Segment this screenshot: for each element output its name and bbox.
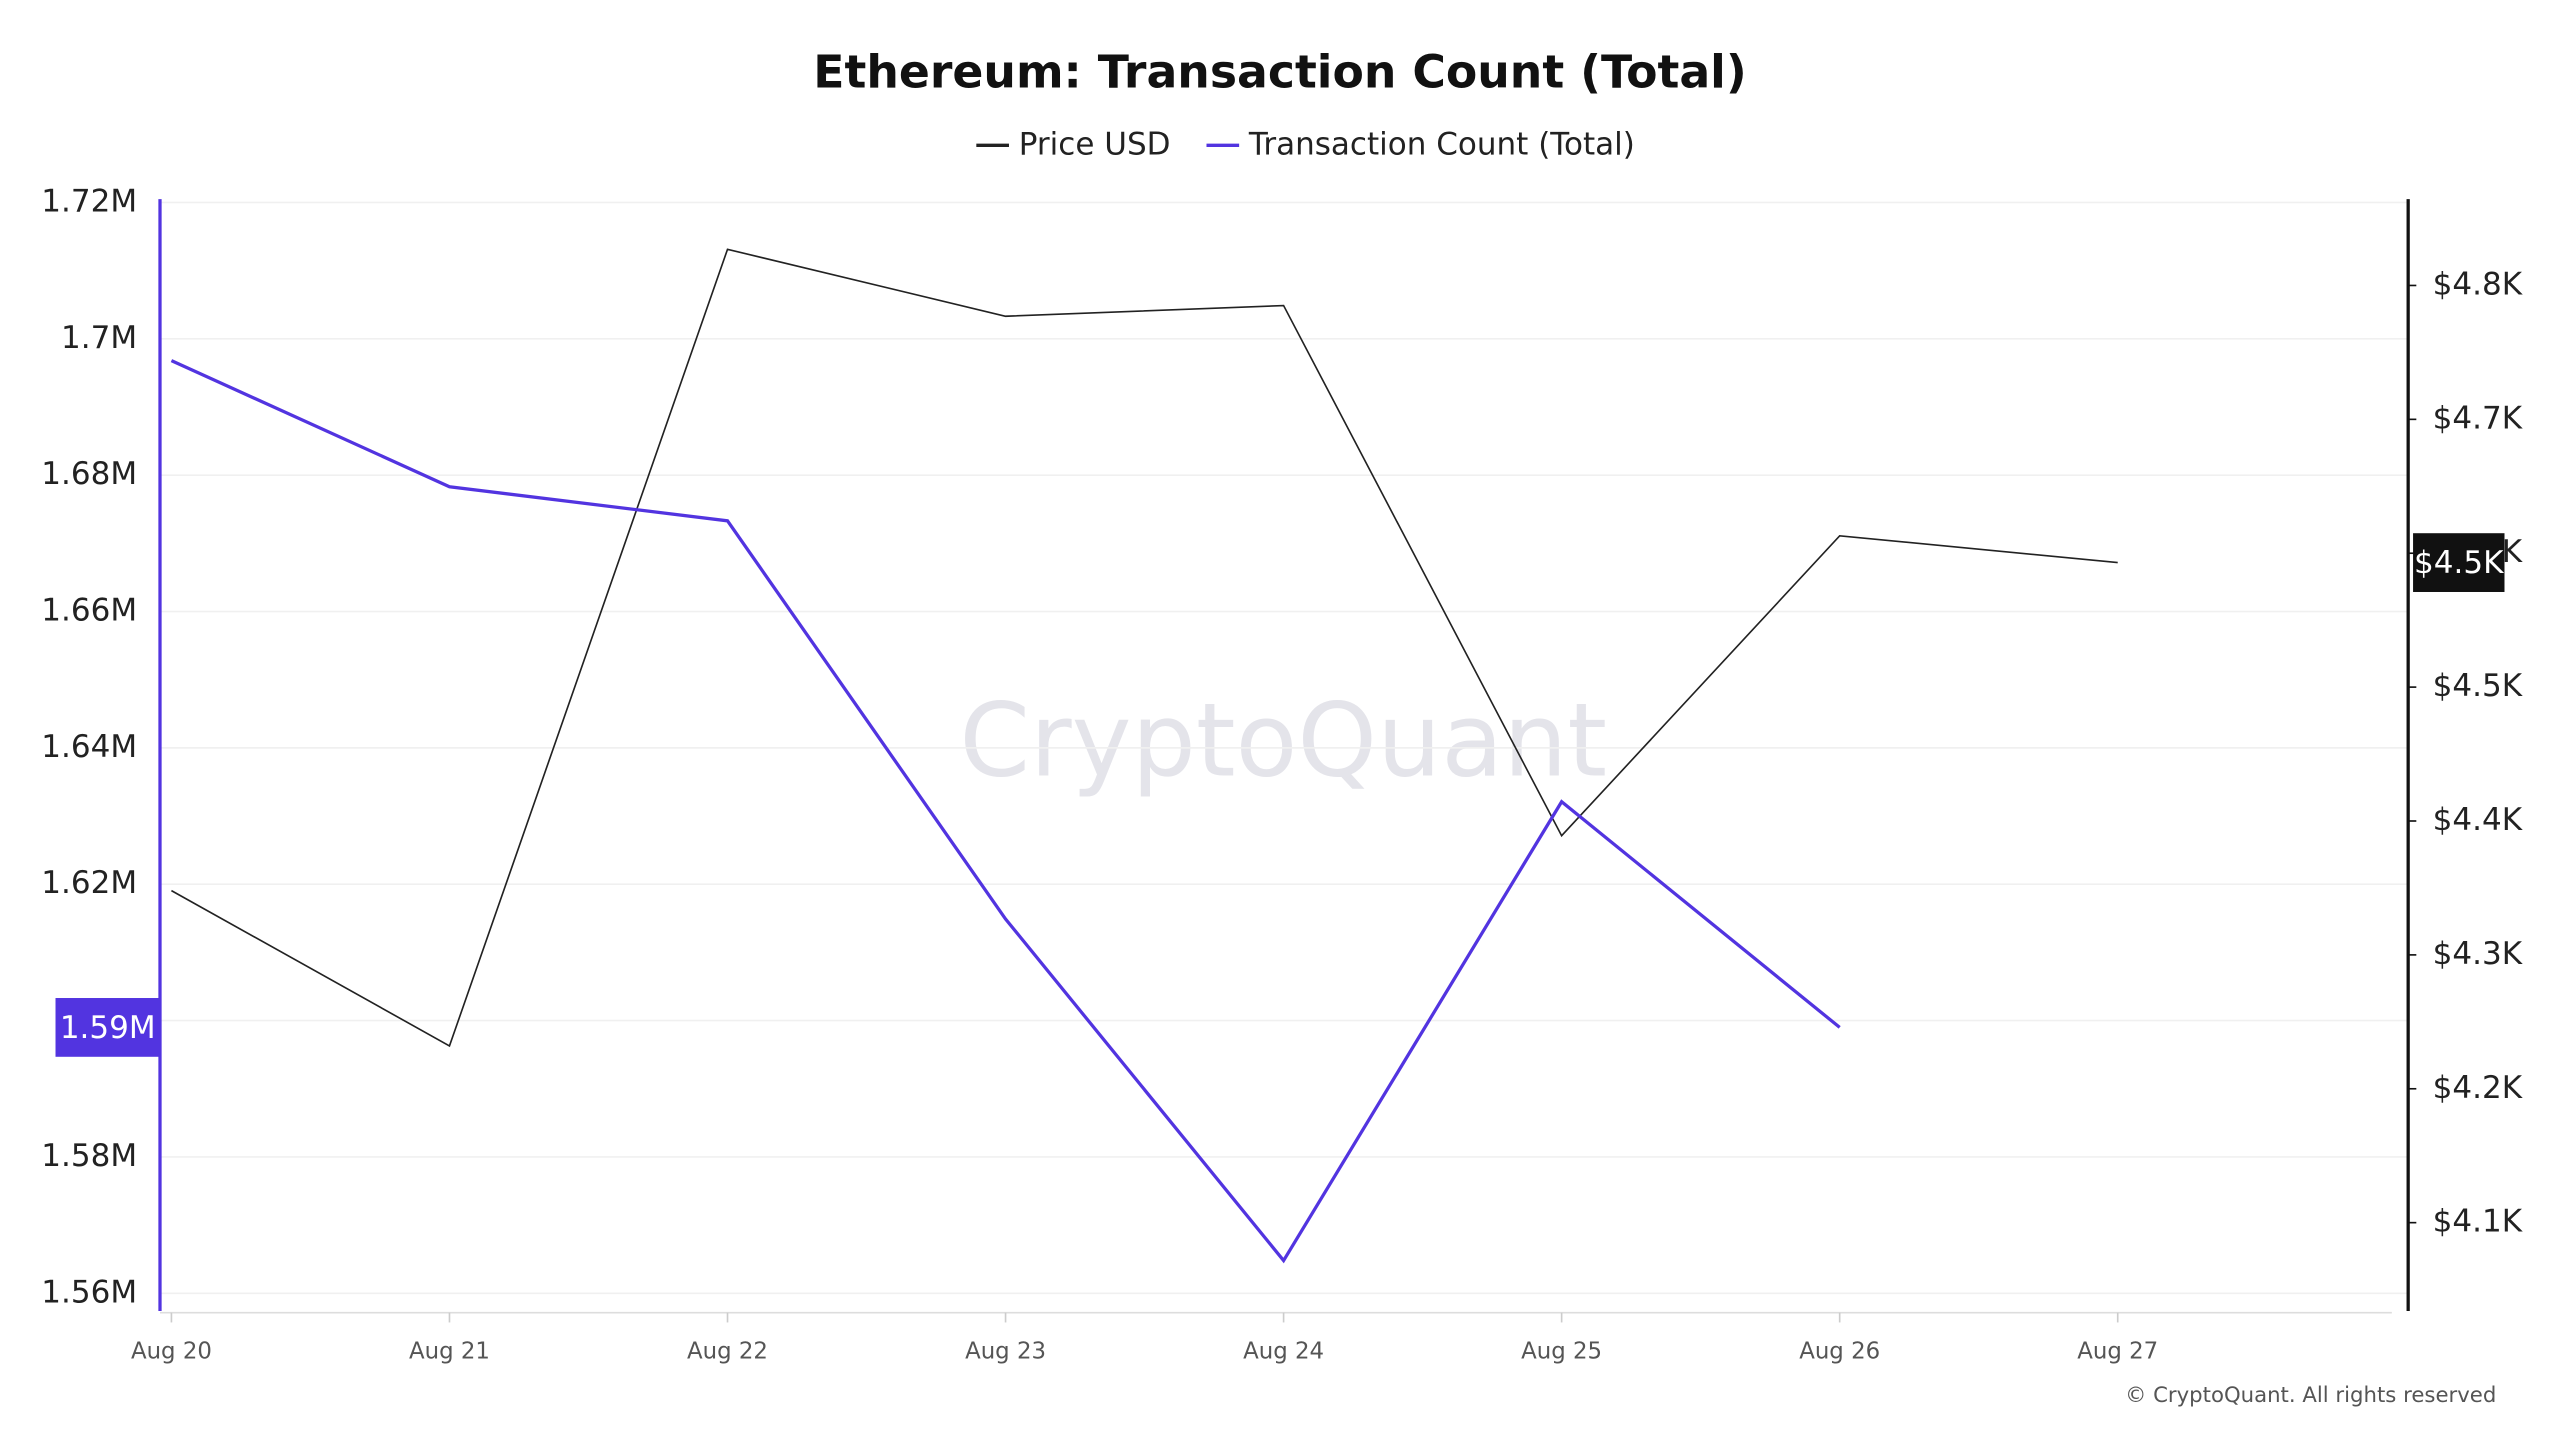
legend-label: Transaction Count (Total) bbox=[1248, 126, 1635, 162]
y-tick-label: 1.7M bbox=[61, 320, 137, 356]
y2-tick-label: $4.4K bbox=[2433, 802, 2523, 838]
y2-tick-label: $4.7K bbox=[2433, 400, 2523, 436]
chart-title: Ethereum: Transaction Count (Total) bbox=[813, 46, 1746, 99]
y-tick-label: 1.72M bbox=[41, 183, 137, 219]
x-tick-label: Aug 26 bbox=[1799, 1338, 1880, 1364]
y2-tick-label: $4.1K bbox=[2433, 1204, 2523, 1240]
y-tick-label: 1.66M bbox=[41, 593, 137, 629]
x-tick-label: Aug 27 bbox=[2077, 1338, 2158, 1364]
y2-tick-label: $4.5K bbox=[2433, 668, 2523, 704]
value-label: 1.59M bbox=[60, 1010, 156, 1046]
y-tick-label: 1.62M bbox=[41, 865, 137, 901]
x-tick-label: Aug 20 bbox=[131, 1338, 212, 1364]
x-tick-label: Aug 21 bbox=[409, 1338, 490, 1364]
x-tick-label: Aug 24 bbox=[1243, 1338, 1324, 1364]
x-tick-label: Aug 23 bbox=[965, 1338, 1046, 1364]
copyright: © CryptoQuant. All rights reserved bbox=[2125, 1383, 2496, 1408]
y2-tick-label: $4.8K bbox=[2433, 266, 2523, 302]
x-tick-label: Aug 25 bbox=[1521, 1338, 1602, 1364]
series-line bbox=[171, 248, 2118, 1048]
value-label: $4.5K bbox=[2414, 545, 2504, 581]
y2-tick-label: $4.3K bbox=[2433, 936, 2523, 972]
watermark: CryptoQuant bbox=[959, 682, 1607, 800]
x-tick-label: Aug 22 bbox=[687, 1338, 768, 1364]
y-tick-label: 1.56M bbox=[41, 1274, 137, 1310]
value-label-box bbox=[55, 998, 160, 1057]
y-tick-label: 1.58M bbox=[41, 1138, 137, 1174]
y-tick-label: 1.68M bbox=[41, 456, 137, 492]
legend-label: Price USD bbox=[1019, 126, 1171, 162]
y-tick-label: 1.64M bbox=[41, 729, 137, 765]
value-label-box bbox=[2413, 533, 2505, 592]
y2-tick-label: $4.2K bbox=[2433, 1070, 2523, 1106]
series-line bbox=[170, 359, 1841, 1264]
